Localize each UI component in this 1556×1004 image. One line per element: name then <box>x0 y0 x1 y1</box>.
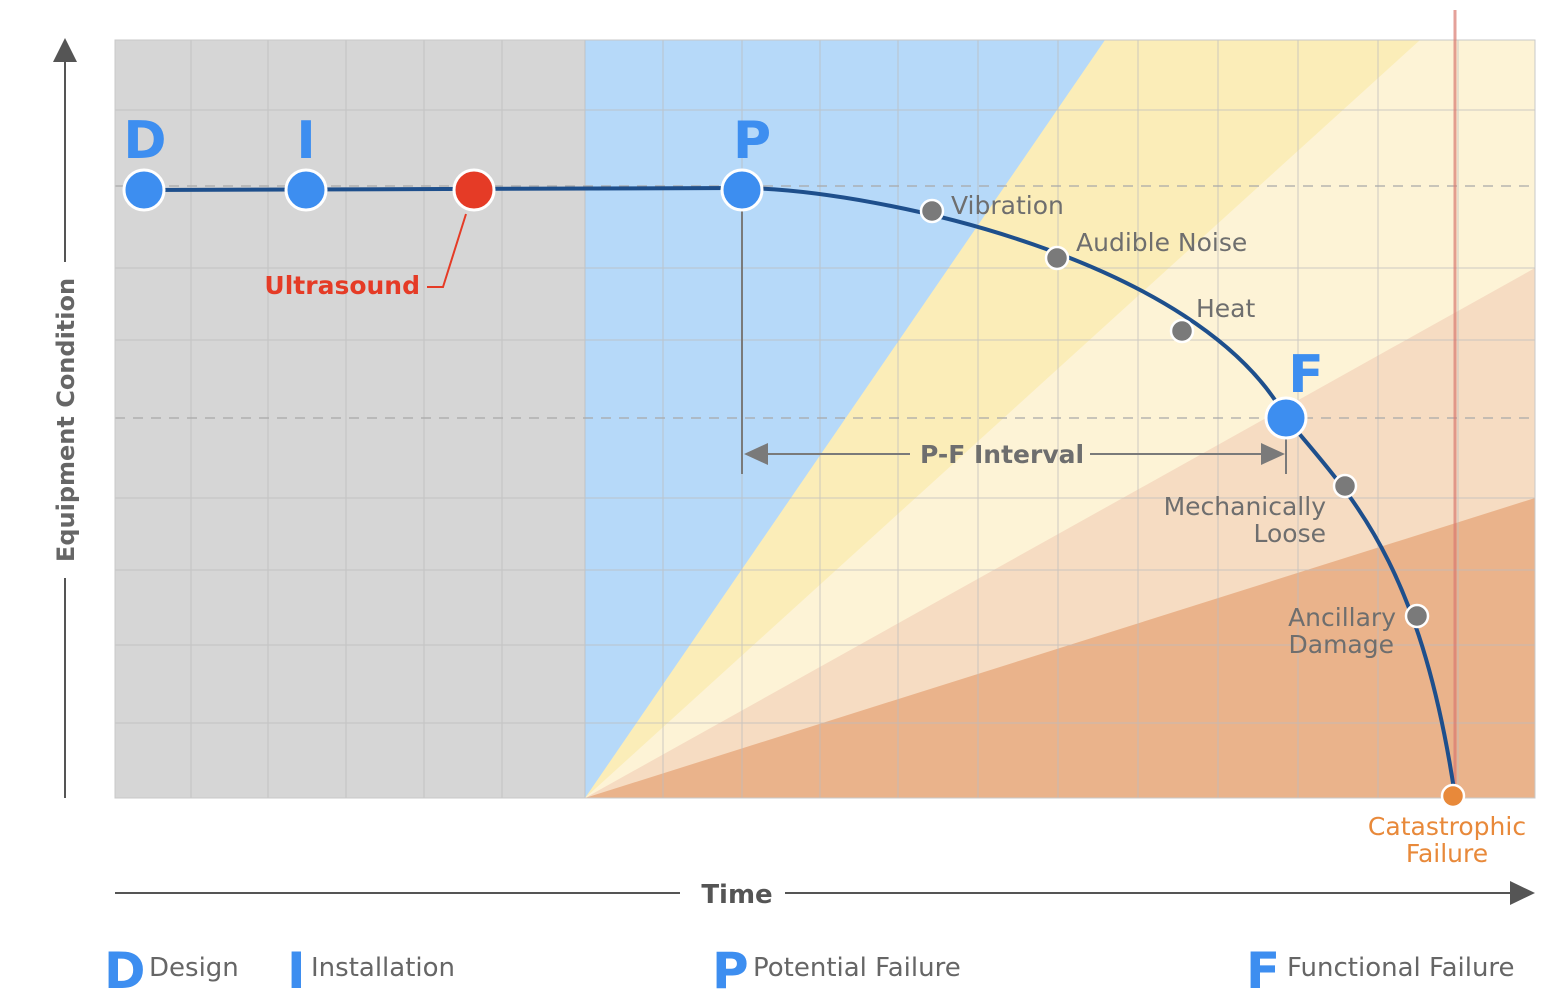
plot-border <box>114 39 1536 799</box>
dashed-guides <box>115 185 1535 419</box>
pf-arrow-left-icon <box>744 443 768 465</box>
indicator-points <box>919 198 1430 629</box>
y-axis <box>53 38 77 798</box>
design-point <box>122 168 166 212</box>
mechanically-loose-point <box>1332 473 1358 499</box>
catastrophic-label-line2: Failure <box>1406 839 1488 868</box>
legend-letter-f: F <box>1246 942 1280 1000</box>
legend-letter-i: I <box>287 942 306 1000</box>
vibration-label: Vibration <box>951 191 1064 220</box>
background-zones <box>115 40 1535 798</box>
installation-point <box>284 168 328 212</box>
heat-label: Heat <box>1196 294 1255 323</box>
y-axis-arrow-icon <box>53 38 77 62</box>
legend: D Design I Installation P Potential Fail… <box>104 942 1515 1000</box>
x-axis-label: Time <box>701 880 772 910</box>
marker-letter-p: P <box>733 111 771 171</box>
mechanically-loose-label-line1: Mechanically <box>1164 492 1327 521</box>
legend-letter-p: P <box>712 942 749 1000</box>
catastrophic-label-line1: Catastrophic <box>1368 812 1526 841</box>
legend-label-functional-failure: Functional Failure <box>1287 953 1515 983</box>
pf-interval-label: P-F Interval <box>920 440 1084 469</box>
audible-noise-point <box>1044 245 1070 271</box>
pf-arrow-right-icon <box>1261 443 1285 465</box>
heat-point <box>1169 318 1195 344</box>
pf-interval: P-F Interval <box>741 200 1287 474</box>
legend-label-potential-failure: Potential Failure <box>753 953 961 983</box>
legend-label-installation: Installation <box>311 953 455 983</box>
legend-label-design: Design <box>149 953 239 983</box>
audible-noise-label: Audible Noise <box>1076 228 1247 257</box>
potential-failure-point <box>720 168 764 212</box>
functional-failure-point <box>1264 396 1308 440</box>
catastrophic-failure-point <box>1440 783 1466 809</box>
main-markers <box>122 168 1308 440</box>
marker-letter-f: F <box>1288 345 1324 405</box>
y-axis-label: Equipment Condition <box>52 278 80 562</box>
x-axis <box>115 881 1535 905</box>
gray-zone <box>115 40 585 798</box>
pf-curve <box>143 185 1457 797</box>
ancillary-damage-label-line2: Damage <box>1289 630 1395 659</box>
ultrasound-point <box>452 168 496 212</box>
vibration-point <box>919 198 945 224</box>
marker-letter-d: D <box>123 111 166 171</box>
mechanically-loose-label-line2: Loose <box>1254 519 1327 548</box>
ancillary-damage-point <box>1404 603 1430 629</box>
ultrasound-label: Ultrasound <box>264 271 420 300</box>
catastrophic-failure-label: Catastrophic Failure <box>1368 812 1526 868</box>
marker-letter-i: I <box>296 111 315 171</box>
indicator-labels: Vibration Audible Noise Heat Mechanicall… <box>951 191 1396 659</box>
legend-letter-d: D <box>104 942 146 1000</box>
x-axis-arrow-icon <box>1510 881 1535 905</box>
ultrasound-pointer <box>427 213 467 288</box>
marker-letters: D I P F <box>123 111 1323 405</box>
ancillary-damage-label-line1: Ancillary <box>1288 603 1396 632</box>
